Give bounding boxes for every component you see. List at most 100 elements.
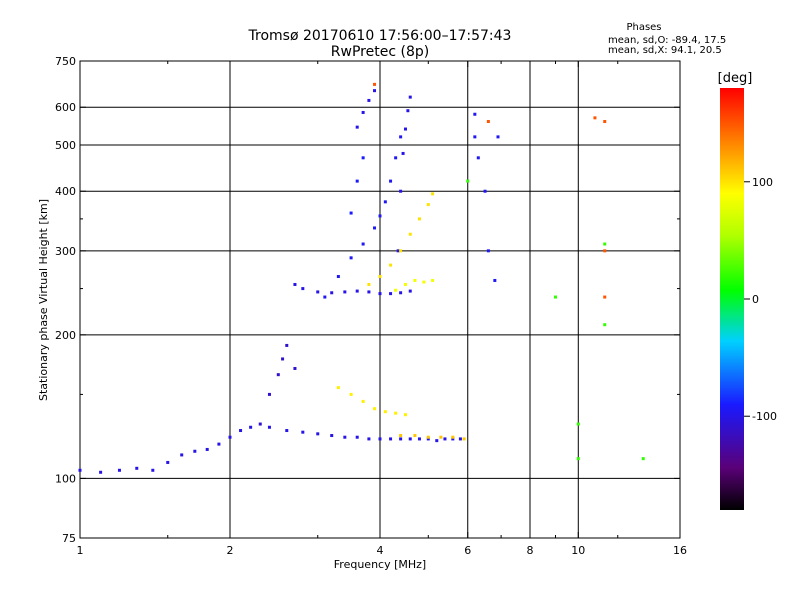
data-point <box>239 429 243 433</box>
y-tick-label: 400 <box>55 185 76 198</box>
data-point <box>462 437 466 441</box>
data-point <box>117 468 121 472</box>
data-point <box>355 179 359 183</box>
grid-lines <box>80 61 680 538</box>
data-point <box>399 249 403 253</box>
data-point <box>378 292 382 296</box>
data-point <box>349 211 353 215</box>
data-point <box>458 437 462 441</box>
data-point <box>99 470 103 474</box>
data-point <box>403 127 407 131</box>
data-point <box>426 435 430 439</box>
data-point <box>135 466 139 470</box>
data-point <box>293 282 297 286</box>
data-point <box>205 447 209 451</box>
data-point <box>78 468 82 472</box>
colorbar-tick-label: 100 <box>752 176 773 189</box>
data-point <box>396 249 400 253</box>
data-points <box>78 82 645 474</box>
data-point <box>483 189 487 193</box>
data-point <box>258 422 262 426</box>
data-point <box>316 432 320 436</box>
data-point <box>439 435 443 439</box>
data-point <box>603 120 607 124</box>
phases-line-o: mean, sd,O: -89.4, 17.5 <box>608 35 726 46</box>
data-point <box>576 422 580 426</box>
data-point <box>406 109 410 113</box>
data-point <box>399 135 403 139</box>
data-point <box>394 288 398 292</box>
axis-ticks: 1 2 4 6 8 10 16 75 100 200 300 400 500 600 750 <box>55 55 687 557</box>
data-point <box>603 323 607 327</box>
data-point <box>367 437 371 441</box>
data-point <box>367 290 371 294</box>
data-point <box>180 453 184 457</box>
x-tick-label: 8 <box>527 544 534 557</box>
data-point <box>486 249 490 253</box>
data-point <box>367 282 371 286</box>
data-point <box>486 120 490 124</box>
data-point <box>361 110 365 114</box>
data-point <box>553 295 557 299</box>
data-point <box>413 278 417 282</box>
x-tick-label: 2 <box>227 544 234 557</box>
data-point <box>417 437 421 441</box>
data-point <box>355 289 359 293</box>
data-point <box>399 434 403 438</box>
x-axis-label: Frequency [MHz] <box>334 558 426 571</box>
x-tick-label: 4 <box>377 544 384 557</box>
y-tick-label: 600 <box>55 101 76 114</box>
data-point <box>349 256 353 260</box>
data-point <box>349 392 353 396</box>
data-point <box>361 242 365 246</box>
y-tick-label: 300 <box>55 245 76 258</box>
x-tick-label: 10 <box>571 544 585 557</box>
data-point <box>473 135 477 139</box>
phases-line-x: mean, sd,X: 94.1, 20.5 <box>608 45 722 56</box>
data-point <box>473 112 477 116</box>
colorbar-label: [deg] <box>718 71 753 86</box>
data-point <box>422 280 426 284</box>
data-point <box>408 289 412 293</box>
data-point <box>373 82 377 86</box>
data-point <box>493 278 497 282</box>
data-point <box>435 439 439 443</box>
data-point <box>401 151 405 155</box>
data-point <box>378 214 382 218</box>
data-point <box>383 410 387 414</box>
colorbar <box>720 88 744 510</box>
data-point <box>593 116 597 120</box>
data-point <box>399 291 403 295</box>
y-tick-label: 100 <box>55 472 76 485</box>
colorbar-tick-label: -100 <box>752 410 777 423</box>
data-point <box>343 435 347 439</box>
x-tick-label: 1 <box>77 544 84 557</box>
data-point <box>408 437 412 441</box>
data-point <box>166 460 170 464</box>
data-point <box>293 366 297 370</box>
data-point <box>355 435 359 439</box>
data-point <box>316 290 320 294</box>
data-point <box>413 434 417 438</box>
data-point <box>281 357 285 361</box>
y-tick-label: 75 <box>62 532 76 545</box>
data-point <box>496 135 500 139</box>
data-point <box>389 179 393 183</box>
data-point <box>228 435 232 439</box>
data-point <box>383 200 387 204</box>
data-point <box>451 435 455 439</box>
data-point <box>443 437 447 441</box>
data-point <box>361 399 365 403</box>
data-point <box>193 449 197 453</box>
y-tick-label: 750 <box>55 55 76 68</box>
data-point <box>249 425 253 429</box>
data-point <box>267 392 271 396</box>
data-point <box>399 189 403 193</box>
data-point <box>426 203 430 207</box>
data-point <box>426 437 430 441</box>
data-point <box>367 98 371 102</box>
data-point <box>361 156 365 160</box>
data-point <box>476 156 480 160</box>
colorbar-ticks: 100 0 -100 <box>744 176 777 423</box>
